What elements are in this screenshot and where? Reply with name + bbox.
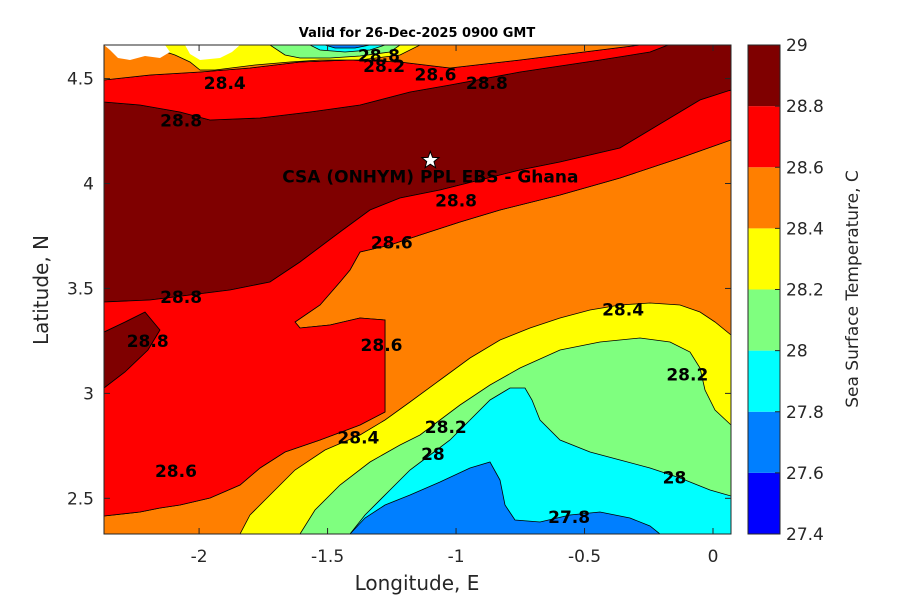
x-tick-label: -1 — [448, 547, 465, 567]
contour-label: 28.8 — [358, 46, 400, 66]
colorbar-swatch — [748, 45, 780, 107]
colorbar-swatch — [748, 228, 780, 290]
colorbar-tick-label: 29 — [786, 36, 808, 56]
contour-label: 28 — [663, 468, 687, 488]
colorbar-tick-label: 27.8 — [786, 403, 824, 423]
no-data-patch — [104, 45, 170, 60]
site-marker — [420, 149, 441, 169]
contour-label: 27.8 — [548, 508, 590, 528]
chart-title: Valid for 26-Dec-2025 0900 GMT — [299, 26, 536, 41]
colorbar: 27.4 27.6 27.8 28 28.2 28.4 28.6 28.8 29 — [748, 36, 824, 545]
x-axis-title: Longitude, E — [355, 571, 480, 595]
x-tick-label: 0 — [708, 547, 719, 567]
colorbar-frame — [747, 44, 781, 535]
contour-label: 28.8 — [435, 191, 477, 211]
axis-ticks: -2 -1.5 -1 -0.5 0 2.5 3 3.5 4 4.5 — [67, 45, 731, 567]
y-tick-label: 4 — [83, 175, 94, 195]
colorbar-swatch — [748, 289, 780, 351]
contour-label: 28.6 — [371, 233, 413, 253]
colorbar-tick-label: 28.2 — [786, 281, 824, 301]
site-star-icon — [420, 149, 441, 169]
colorbar-swatch — [748, 106, 780, 168]
contour-label: 28.2 — [425, 418, 467, 438]
sst-band-27_6-27_8 — [349, 461, 661, 534]
contour-label: 28.4 — [602, 300, 644, 320]
sst-band-27_6-27_8-north — [324, 45, 371, 49]
colorbar-swatch — [748, 411, 780, 473]
sst-band-27_8-28-north — [309, 45, 386, 53]
colorbar-tick-label: 28.6 — [786, 158, 824, 178]
colorbar-title: Sea Surface Temperature, C — [843, 170, 863, 408]
x-tick-label: -1.5 — [311, 547, 344, 567]
y-axis-title: Latitude, N — [29, 235, 53, 345]
contour-label: 28.4 — [337, 428, 379, 448]
colorbar-tick-label: 27.4 — [786, 525, 824, 545]
colorbar-tick-label: 28 — [786, 342, 808, 362]
contour-label: 28.4 — [204, 74, 246, 94]
contour-label: 28.8 — [466, 74, 508, 94]
colorbar-tick-label: 28.8 — [786, 97, 824, 117]
contour-labels: 28.828.228.4 28.6 28.828.828.828.628.828.8… — [127, 46, 709, 528]
site-label: CSA (ONHYM) PPL EBS - Ghana — [282, 167, 578, 187]
contour-label: 28.2 — [666, 365, 708, 385]
contour-label: 28.8 — [160, 112, 202, 132]
colorbar-swatch — [748, 350, 780, 412]
y-tick-label: 2.5 — [67, 489, 94, 509]
contour-label: 28.6 — [155, 462, 197, 482]
contour-label: 28.6 — [361, 336, 403, 356]
contour-label: 28.6 — [415, 65, 457, 85]
y-tick-label: 3 — [83, 384, 94, 404]
contour-label: 28 — [421, 445, 445, 465]
y-tick-label: 4.5 — [67, 70, 94, 90]
y-tick-label: 3.5 — [67, 279, 94, 299]
colorbar-swatch — [748, 472, 780, 534]
x-tick-label: -2 — [191, 547, 208, 567]
colorbar-tick-label: 27.6 — [786, 464, 824, 484]
colorbar-swatch — [748, 167, 780, 229]
contour-label: 28.8 — [127, 332, 169, 352]
plot-area — [104, 45, 731, 534]
sst-band-28_6-28_8-tongue — [104, 89, 731, 517]
x-tick-label: -0.5 — [568, 547, 601, 567]
contour-label: 28.2 — [363, 57, 405, 77]
contour-label: 28.8 — [160, 288, 202, 308]
colorbar-tick-label: 28.4 — [786, 219, 824, 239]
plot-frame — [103, 44, 732, 535]
